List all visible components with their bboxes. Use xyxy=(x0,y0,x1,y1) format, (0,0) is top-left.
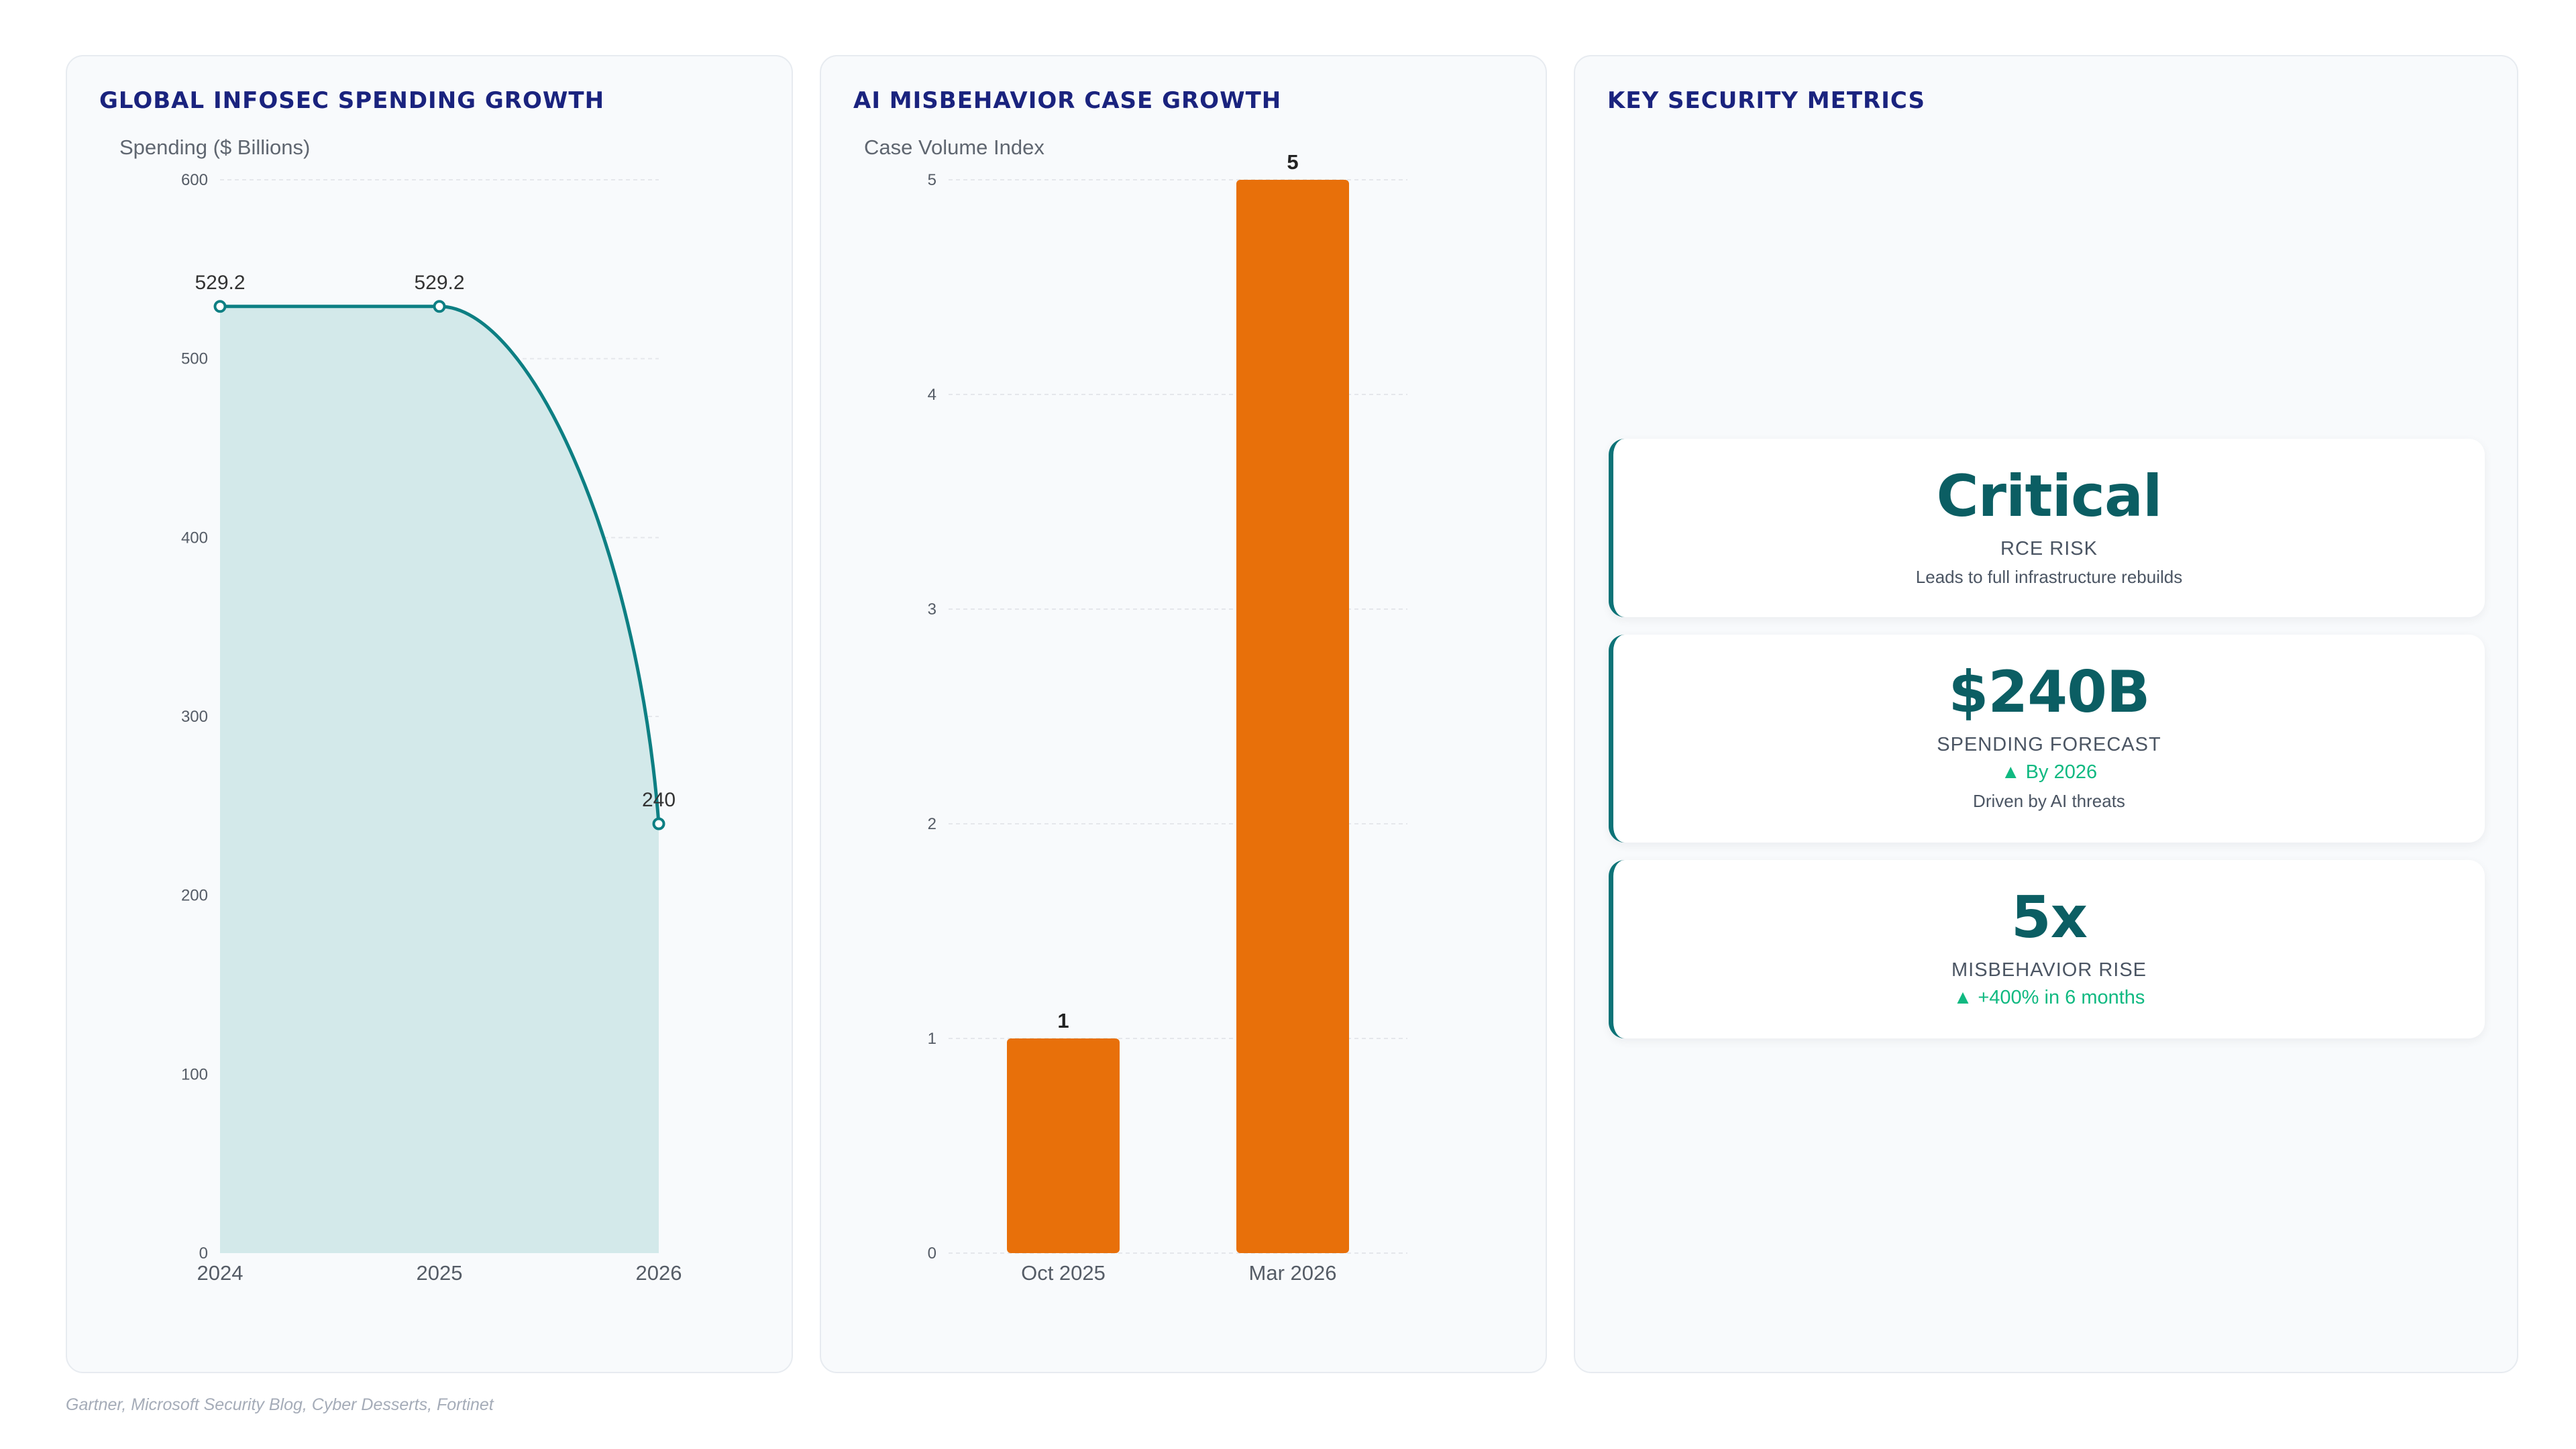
y-tick-label: 1 xyxy=(928,1030,936,1048)
data-label: 529.2 xyxy=(414,272,464,294)
source-note: Gartner, Microsoft Security Blog, Cyber … xyxy=(66,1395,494,1414)
metric-card-misbehavior-rise: 5x MISBEHAVIOR RISE ▲ +400% in 6 months xyxy=(1609,860,2485,1038)
y-tick-label: 2 xyxy=(928,815,936,833)
y-tick-label: 400 xyxy=(181,529,208,547)
y-tick-label: 600 xyxy=(181,171,208,189)
metric-description: Leads to full infrastructure rebuilds xyxy=(1915,567,2183,587)
metric-description: Driven by AI threats xyxy=(1973,791,2125,811)
x-tick-label: Mar 2026 xyxy=(1249,1261,1337,1285)
x-tick-label: Oct 2025 xyxy=(1021,1261,1106,1285)
x-tick-label: 2024 xyxy=(197,1261,244,1285)
x-tick-label: 2025 xyxy=(417,1261,463,1285)
data-point xyxy=(433,300,446,313)
data-label: 529.2 xyxy=(195,272,245,294)
y-tick-label: 4 xyxy=(928,386,936,404)
y-tick-label: 500 xyxy=(181,350,208,368)
y-axis-label: Spending ($ Billions) xyxy=(119,136,310,159)
y-tick-label: 5 xyxy=(928,171,936,189)
metric-trend: ▲ +400% in 6 months xyxy=(1953,987,2145,1008)
metric-label: SPENDING FORECAST xyxy=(1937,734,2161,755)
series-line xyxy=(220,305,661,824)
bar xyxy=(1007,1038,1120,1253)
y-axis-label: Case Volume Index xyxy=(864,136,1044,159)
y-tick-label: 100 xyxy=(181,1065,208,1083)
cases-chart-title: AI MISBEHAVIOR CASE GROWTH xyxy=(853,87,1282,114)
metric-value: Critical xyxy=(1936,463,2162,530)
spending-area-chart: 0 100 200 300 400 500 600 Spending ($ Billions)… xyxy=(119,136,682,1285)
cases-bar-chart: 0 1 2 3 4 5 Case Volume Index 1 Oct 2025 5 Mar 202… xyxy=(864,136,1407,1285)
bar xyxy=(1236,180,1349,1253)
y-tick-label: 0 xyxy=(199,1244,208,1263)
x-tick-label: 2026 xyxy=(636,1261,682,1285)
y-tick-label: 3 xyxy=(928,600,936,619)
metric-value: 5x xyxy=(2010,884,2088,951)
y-tick-label: 300 xyxy=(181,708,208,726)
area-fill xyxy=(220,306,659,1253)
metrics-title: KEY SECURITY METRICS xyxy=(1607,87,1925,114)
data-label: 240 xyxy=(642,789,676,811)
metric-card-spending-forecast: $240B SPENDING FORECAST ▲ By 2026 Driven… xyxy=(1609,635,2485,843)
spending-chart-title: GLOBAL INFOSEC SPENDING GROWTH xyxy=(99,87,605,114)
y-tick-label: 0 xyxy=(928,1244,936,1263)
metric-label: MISBEHAVIOR RISE xyxy=(1951,959,2147,981)
bar-value-label: 5 xyxy=(1287,150,1298,174)
metric-card-rce-risk: Critical RCE RISK Leads to full infrastr… xyxy=(1609,439,2485,617)
metrics-panel: KEY SECURITY METRICS Critical RCE RISK L… xyxy=(1574,55,2518,1373)
metric-value: $240B xyxy=(1948,659,2151,726)
metric-label: RCE RISK xyxy=(2000,538,2098,559)
data-point xyxy=(652,817,665,830)
data-point xyxy=(213,300,227,313)
spending-chart-panel: GLOBAL INFOSEC SPENDING GROWTH 0 100 200 30… xyxy=(66,55,793,1373)
y-tick-label: 200 xyxy=(181,887,208,905)
metric-trend: ▲ By 2026 xyxy=(2000,761,2098,783)
cases-chart-panel: AI MISBEHAVIOR CASE GROWTH 0 1 2 3 4 5 Case Vo… xyxy=(820,55,1547,1373)
bar-value-label: 1 xyxy=(1057,1009,1069,1032)
